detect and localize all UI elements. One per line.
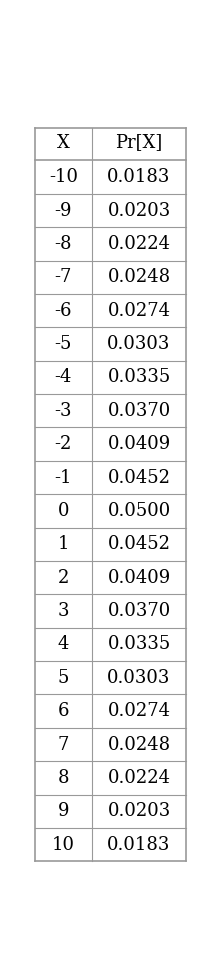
Text: 0.0224: 0.0224 xyxy=(107,769,170,787)
Text: 0.0303: 0.0303 xyxy=(107,335,171,353)
Text: 0.0452: 0.0452 xyxy=(107,469,170,487)
Text: 0.0335: 0.0335 xyxy=(107,368,171,387)
Text: 0.0500: 0.0500 xyxy=(107,502,171,520)
Text: -8: -8 xyxy=(55,235,72,253)
Text: -7: -7 xyxy=(55,268,72,287)
Text: 6: 6 xyxy=(58,702,69,720)
Text: 0.0183: 0.0183 xyxy=(107,836,171,853)
Text: 10: 10 xyxy=(52,836,75,853)
Text: 0.0183: 0.0183 xyxy=(107,168,171,187)
Text: 7: 7 xyxy=(58,736,69,753)
Text: 0.0274: 0.0274 xyxy=(107,702,170,720)
Text: 9: 9 xyxy=(58,802,69,820)
Text: 0.0370: 0.0370 xyxy=(107,401,171,420)
Text: 0: 0 xyxy=(58,502,69,520)
Text: 0.0409: 0.0409 xyxy=(107,435,171,453)
Text: X: X xyxy=(57,133,70,152)
Text: 0.0370: 0.0370 xyxy=(107,602,171,620)
Text: 0.0203: 0.0203 xyxy=(107,802,171,820)
Text: 5: 5 xyxy=(58,669,69,687)
Text: -5: -5 xyxy=(55,335,72,353)
Text: 0.0248: 0.0248 xyxy=(107,736,171,753)
Text: 0.0248: 0.0248 xyxy=(107,268,171,287)
Text: 0.0303: 0.0303 xyxy=(107,669,171,687)
Text: 2: 2 xyxy=(58,569,69,587)
Text: 1: 1 xyxy=(58,536,69,553)
Text: 8: 8 xyxy=(58,769,69,787)
Text: 0.0452: 0.0452 xyxy=(107,536,170,553)
Text: 3: 3 xyxy=(58,602,69,620)
Text: 0.0203: 0.0203 xyxy=(107,201,171,220)
Text: -3: -3 xyxy=(55,401,72,420)
Text: 4: 4 xyxy=(58,636,69,653)
Text: -4: -4 xyxy=(55,368,72,387)
Text: -1: -1 xyxy=(55,469,72,487)
Text: Pr[X]: Pr[X] xyxy=(115,133,163,152)
Text: -6: -6 xyxy=(55,301,72,320)
Text: 0.0274: 0.0274 xyxy=(107,301,170,320)
Text: -2: -2 xyxy=(55,435,72,453)
Text: -9: -9 xyxy=(55,201,72,220)
Text: 0.0335: 0.0335 xyxy=(107,636,171,653)
Text: -10: -10 xyxy=(49,168,78,187)
Text: 0.0224: 0.0224 xyxy=(107,235,170,253)
Text: 0.0409: 0.0409 xyxy=(107,569,171,587)
